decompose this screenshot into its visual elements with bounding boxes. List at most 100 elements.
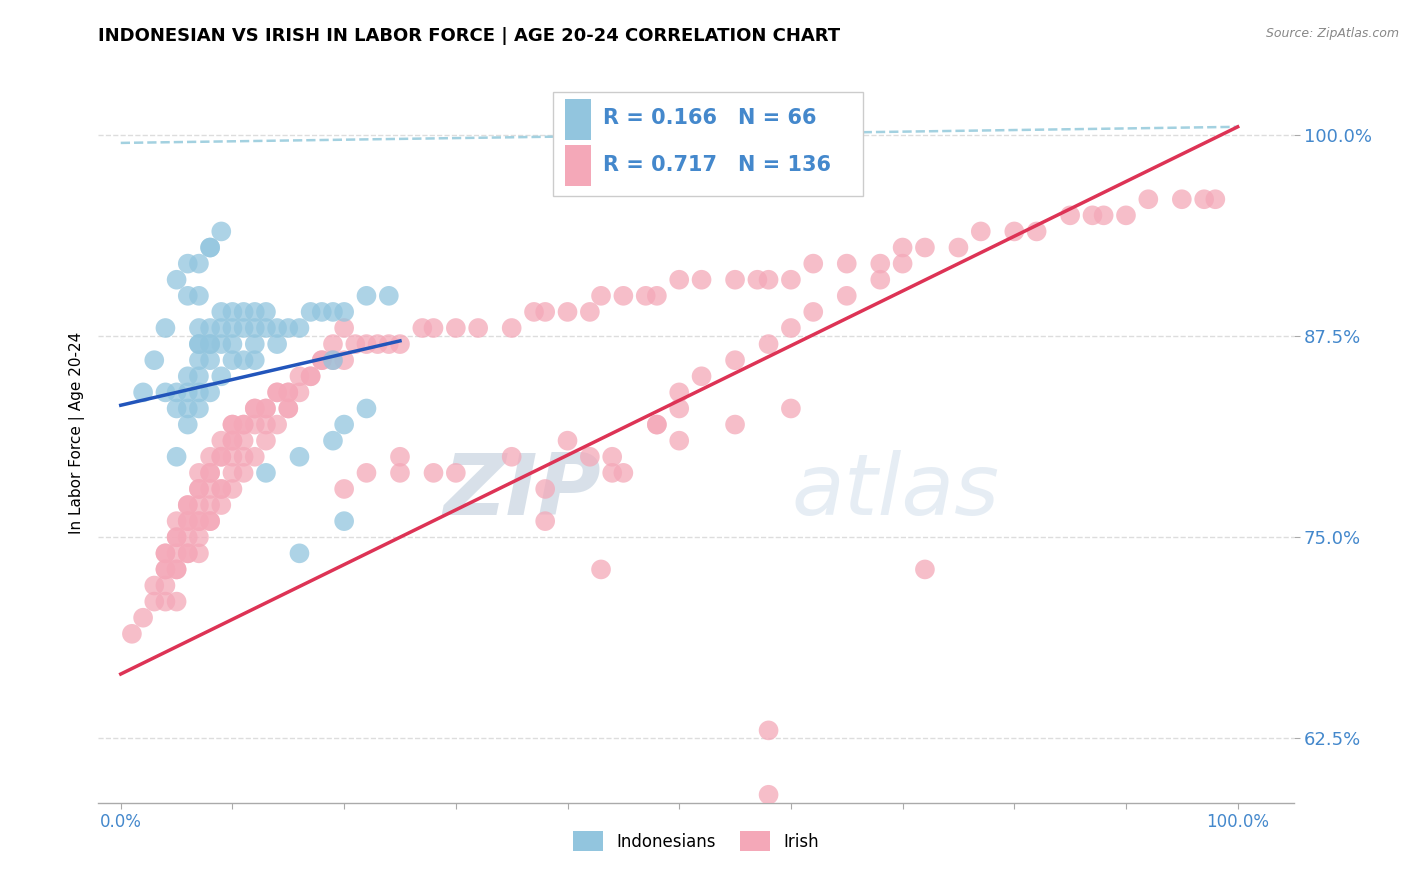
Text: Source: ZipAtlas.com: Source: ZipAtlas.com bbox=[1265, 27, 1399, 40]
Point bbox=[198, 450, 221, 464]
Point bbox=[1092, 208, 1115, 222]
Point bbox=[177, 289, 200, 303]
Point bbox=[177, 369, 200, 384]
Point bbox=[209, 450, 232, 464]
Point bbox=[747, 273, 769, 287]
Point bbox=[758, 337, 780, 351]
Point bbox=[668, 401, 690, 416]
Text: ZIP: ZIP bbox=[443, 450, 600, 533]
Point bbox=[166, 385, 188, 400]
Point bbox=[254, 466, 277, 480]
Point bbox=[177, 417, 200, 432]
Point bbox=[1137, 192, 1160, 206]
Point bbox=[198, 514, 221, 528]
Point bbox=[166, 514, 188, 528]
Point bbox=[534, 305, 557, 319]
Point bbox=[634, 289, 657, 303]
Point bbox=[668, 273, 690, 287]
Point bbox=[209, 337, 232, 351]
Point bbox=[600, 466, 623, 480]
Point bbox=[209, 369, 232, 384]
Point bbox=[288, 369, 311, 384]
Point bbox=[668, 385, 690, 400]
Point bbox=[143, 353, 166, 368]
Point bbox=[221, 305, 243, 319]
Point bbox=[801, 257, 824, 271]
Point bbox=[534, 514, 557, 528]
Point bbox=[243, 417, 266, 432]
Point bbox=[891, 257, 914, 271]
Point bbox=[177, 257, 200, 271]
Point bbox=[724, 417, 747, 432]
Point bbox=[523, 305, 546, 319]
Point bbox=[266, 385, 288, 400]
Point bbox=[277, 385, 299, 400]
Point bbox=[243, 321, 266, 335]
Point bbox=[388, 450, 411, 464]
Point bbox=[243, 401, 266, 416]
Point bbox=[388, 466, 411, 480]
Point bbox=[232, 305, 254, 319]
Text: R = 0.166: R = 0.166 bbox=[603, 108, 717, 128]
Point bbox=[444, 321, 467, 335]
Point bbox=[288, 321, 311, 335]
Point bbox=[155, 594, 177, 608]
Point bbox=[221, 482, 243, 496]
Point bbox=[579, 305, 602, 319]
Point bbox=[209, 482, 232, 496]
Point bbox=[724, 353, 747, 368]
Point bbox=[1171, 192, 1194, 206]
Point bbox=[780, 273, 803, 287]
Point bbox=[143, 578, 166, 592]
Point bbox=[277, 321, 299, 335]
Point bbox=[166, 401, 188, 416]
Point bbox=[1192, 192, 1215, 206]
Bar bbox=[565, 145, 591, 186]
Point bbox=[589, 289, 612, 303]
Point bbox=[333, 353, 356, 368]
Point bbox=[198, 385, 221, 400]
Point bbox=[422, 466, 444, 480]
Point bbox=[187, 369, 209, 384]
Point bbox=[1059, 208, 1081, 222]
Point bbox=[835, 289, 858, 303]
Point bbox=[243, 337, 266, 351]
Point bbox=[155, 321, 177, 335]
Point bbox=[155, 562, 177, 576]
Point bbox=[356, 337, 378, 351]
Point bbox=[948, 240, 970, 254]
Point bbox=[835, 257, 858, 271]
Point bbox=[232, 450, 254, 464]
Point bbox=[780, 401, 803, 416]
Point bbox=[198, 466, 221, 480]
Point bbox=[198, 482, 221, 496]
Point bbox=[209, 305, 232, 319]
Point bbox=[221, 321, 243, 335]
Point bbox=[177, 385, 200, 400]
Point bbox=[232, 466, 254, 480]
Point bbox=[254, 434, 277, 448]
Point bbox=[322, 434, 344, 448]
Point bbox=[266, 385, 288, 400]
Point bbox=[187, 353, 209, 368]
Point bbox=[690, 369, 713, 384]
Point bbox=[232, 434, 254, 448]
Point bbox=[356, 466, 378, 480]
Point bbox=[187, 337, 209, 351]
Point bbox=[600, 450, 623, 464]
Point bbox=[143, 594, 166, 608]
Point bbox=[322, 305, 344, 319]
Point bbox=[869, 273, 891, 287]
Point bbox=[266, 417, 288, 432]
Point bbox=[299, 305, 322, 319]
Point bbox=[221, 434, 243, 448]
Point bbox=[288, 546, 311, 560]
Point bbox=[177, 498, 200, 512]
Point bbox=[378, 337, 401, 351]
Bar bbox=[565, 99, 591, 140]
Point bbox=[914, 240, 936, 254]
Point bbox=[221, 450, 243, 464]
Point bbox=[155, 546, 177, 560]
Point bbox=[501, 450, 523, 464]
Point bbox=[254, 401, 277, 416]
